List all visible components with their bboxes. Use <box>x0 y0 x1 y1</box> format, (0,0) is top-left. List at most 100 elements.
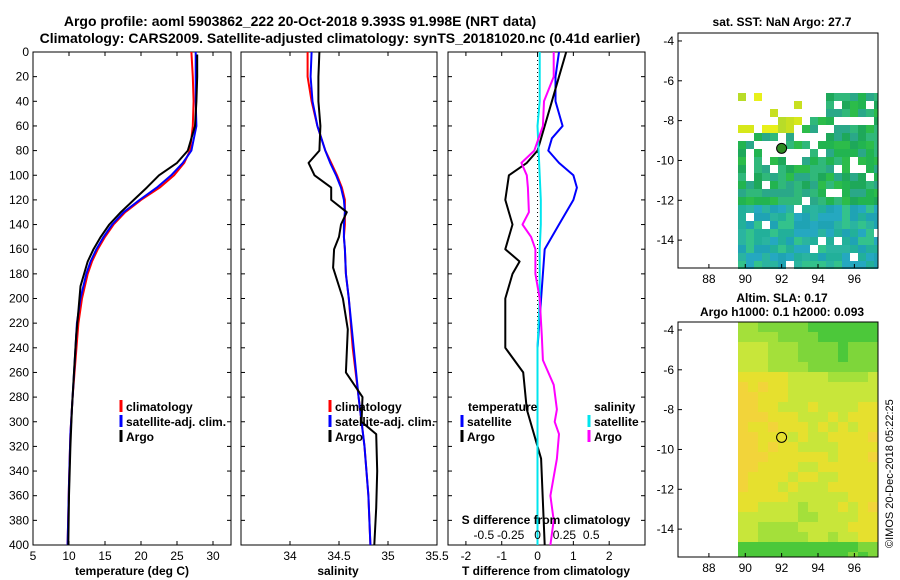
sla-cell <box>788 342 798 352</box>
sla-cell <box>778 532 788 542</box>
sla-cell <box>868 352 878 362</box>
sla-cell <box>768 462 778 472</box>
sst-cell <box>834 245 842 253</box>
sla-cell <box>868 412 878 422</box>
sst-cell <box>866 125 874 133</box>
sla-cell <box>808 412 818 422</box>
x-tick-label: 35 <box>381 549 395 563</box>
sst-cell <box>778 117 786 125</box>
y-tick-label: 20 <box>16 70 30 84</box>
sst-cell <box>834 229 842 237</box>
sst-cell <box>738 197 746 205</box>
sla-cell <box>748 412 758 422</box>
sla-cell <box>868 542 878 552</box>
sla-cell <box>738 432 748 442</box>
sst-cell <box>770 213 778 221</box>
sla-cell <box>778 452 788 462</box>
sst-cell <box>754 165 762 173</box>
sla-cell <box>748 522 758 532</box>
sst-cell <box>754 133 762 141</box>
temperature-panel: 0 20 40 60 80 100 120 140 160 180 200 220 240 260 280 3… <box>9 45 232 578</box>
sla-cell <box>838 362 848 372</box>
sst-cell <box>826 149 834 157</box>
sst-cell <box>770 125 778 133</box>
sst-cell <box>770 245 778 253</box>
sst-cell <box>802 165 810 173</box>
sst-cell <box>770 237 778 245</box>
sla-cell <box>848 412 858 422</box>
series-line-s-satellite <box>536 52 542 545</box>
sst-cell <box>802 125 810 133</box>
sst-cell <box>874 237 878 245</box>
sla-cell <box>808 442 818 452</box>
sla-cell <box>778 372 788 382</box>
sst-cell <box>802 181 810 189</box>
sla-cell <box>758 532 768 542</box>
sst-cell <box>770 197 778 205</box>
sst-cell <box>866 205 874 213</box>
x-tick-label: 15 <box>98 549 112 563</box>
sst-cell <box>842 173 850 181</box>
sst-cell <box>850 173 858 181</box>
sst-cell <box>850 181 858 189</box>
y-tick-label: 100 <box>9 168 29 182</box>
sla-cell <box>788 492 798 502</box>
sla-cell <box>798 372 808 382</box>
sla-cell <box>818 542 828 552</box>
sla-cell <box>768 492 778 502</box>
sla-cell <box>738 442 748 452</box>
sla-cell <box>748 402 758 412</box>
sst-cell <box>866 165 874 173</box>
sla-cell <box>768 542 778 552</box>
sla-cell <box>818 492 828 502</box>
sla-cell <box>808 502 818 512</box>
sla-cell <box>808 512 818 522</box>
sla-cell <box>758 492 768 502</box>
sst-cell <box>778 157 786 165</box>
sst-cell <box>754 189 762 197</box>
sst-cell <box>778 197 786 205</box>
sst-cell <box>842 221 850 229</box>
sst-cell <box>754 261 762 269</box>
sla-cell <box>748 482 758 492</box>
sla-cell <box>738 422 748 432</box>
sla-cell <box>828 492 838 502</box>
sst-cell <box>746 253 754 261</box>
sst-cell <box>746 141 754 149</box>
sla-cell <box>738 352 748 362</box>
sla-cell <box>818 472 828 482</box>
sla-cell <box>858 372 868 382</box>
sla-cell <box>858 352 868 362</box>
sst-cell <box>746 189 754 197</box>
sla-cell <box>768 332 778 342</box>
sla-cell <box>838 402 848 412</box>
sst-cell <box>850 149 858 157</box>
sla-cell <box>778 542 788 552</box>
figure-title-line2: Climatology: CARS2009. Satellite-adjuste… <box>40 30 641 46</box>
y-tick-label: 300 <box>9 415 29 429</box>
sla-cell <box>868 432 878 442</box>
sla-cell <box>798 412 808 422</box>
y-tick-label: 0 <box>22 45 29 59</box>
sla-cell <box>848 322 858 332</box>
sst-cell <box>786 189 794 197</box>
x-tick-label: -2 <box>461 549 472 563</box>
sst-cell <box>866 109 874 117</box>
sst-cell <box>858 125 866 133</box>
sst-cell <box>754 197 762 205</box>
sst-cell <box>754 157 762 165</box>
sla-cell <box>858 472 868 482</box>
sla-cell <box>818 512 828 522</box>
sla-cell <box>748 532 758 542</box>
sst-cell <box>858 197 866 205</box>
sst-cell <box>746 261 754 269</box>
sla-cell <box>818 372 828 382</box>
sst-cell <box>810 261 818 269</box>
sla-cell <box>838 522 848 532</box>
sst-cell <box>842 229 850 237</box>
sst-cell <box>738 213 746 221</box>
sla-cell <box>868 472 878 482</box>
y-tick-label: 360 <box>9 489 29 503</box>
sla-cell <box>758 442 768 452</box>
sst-cell <box>834 181 842 189</box>
